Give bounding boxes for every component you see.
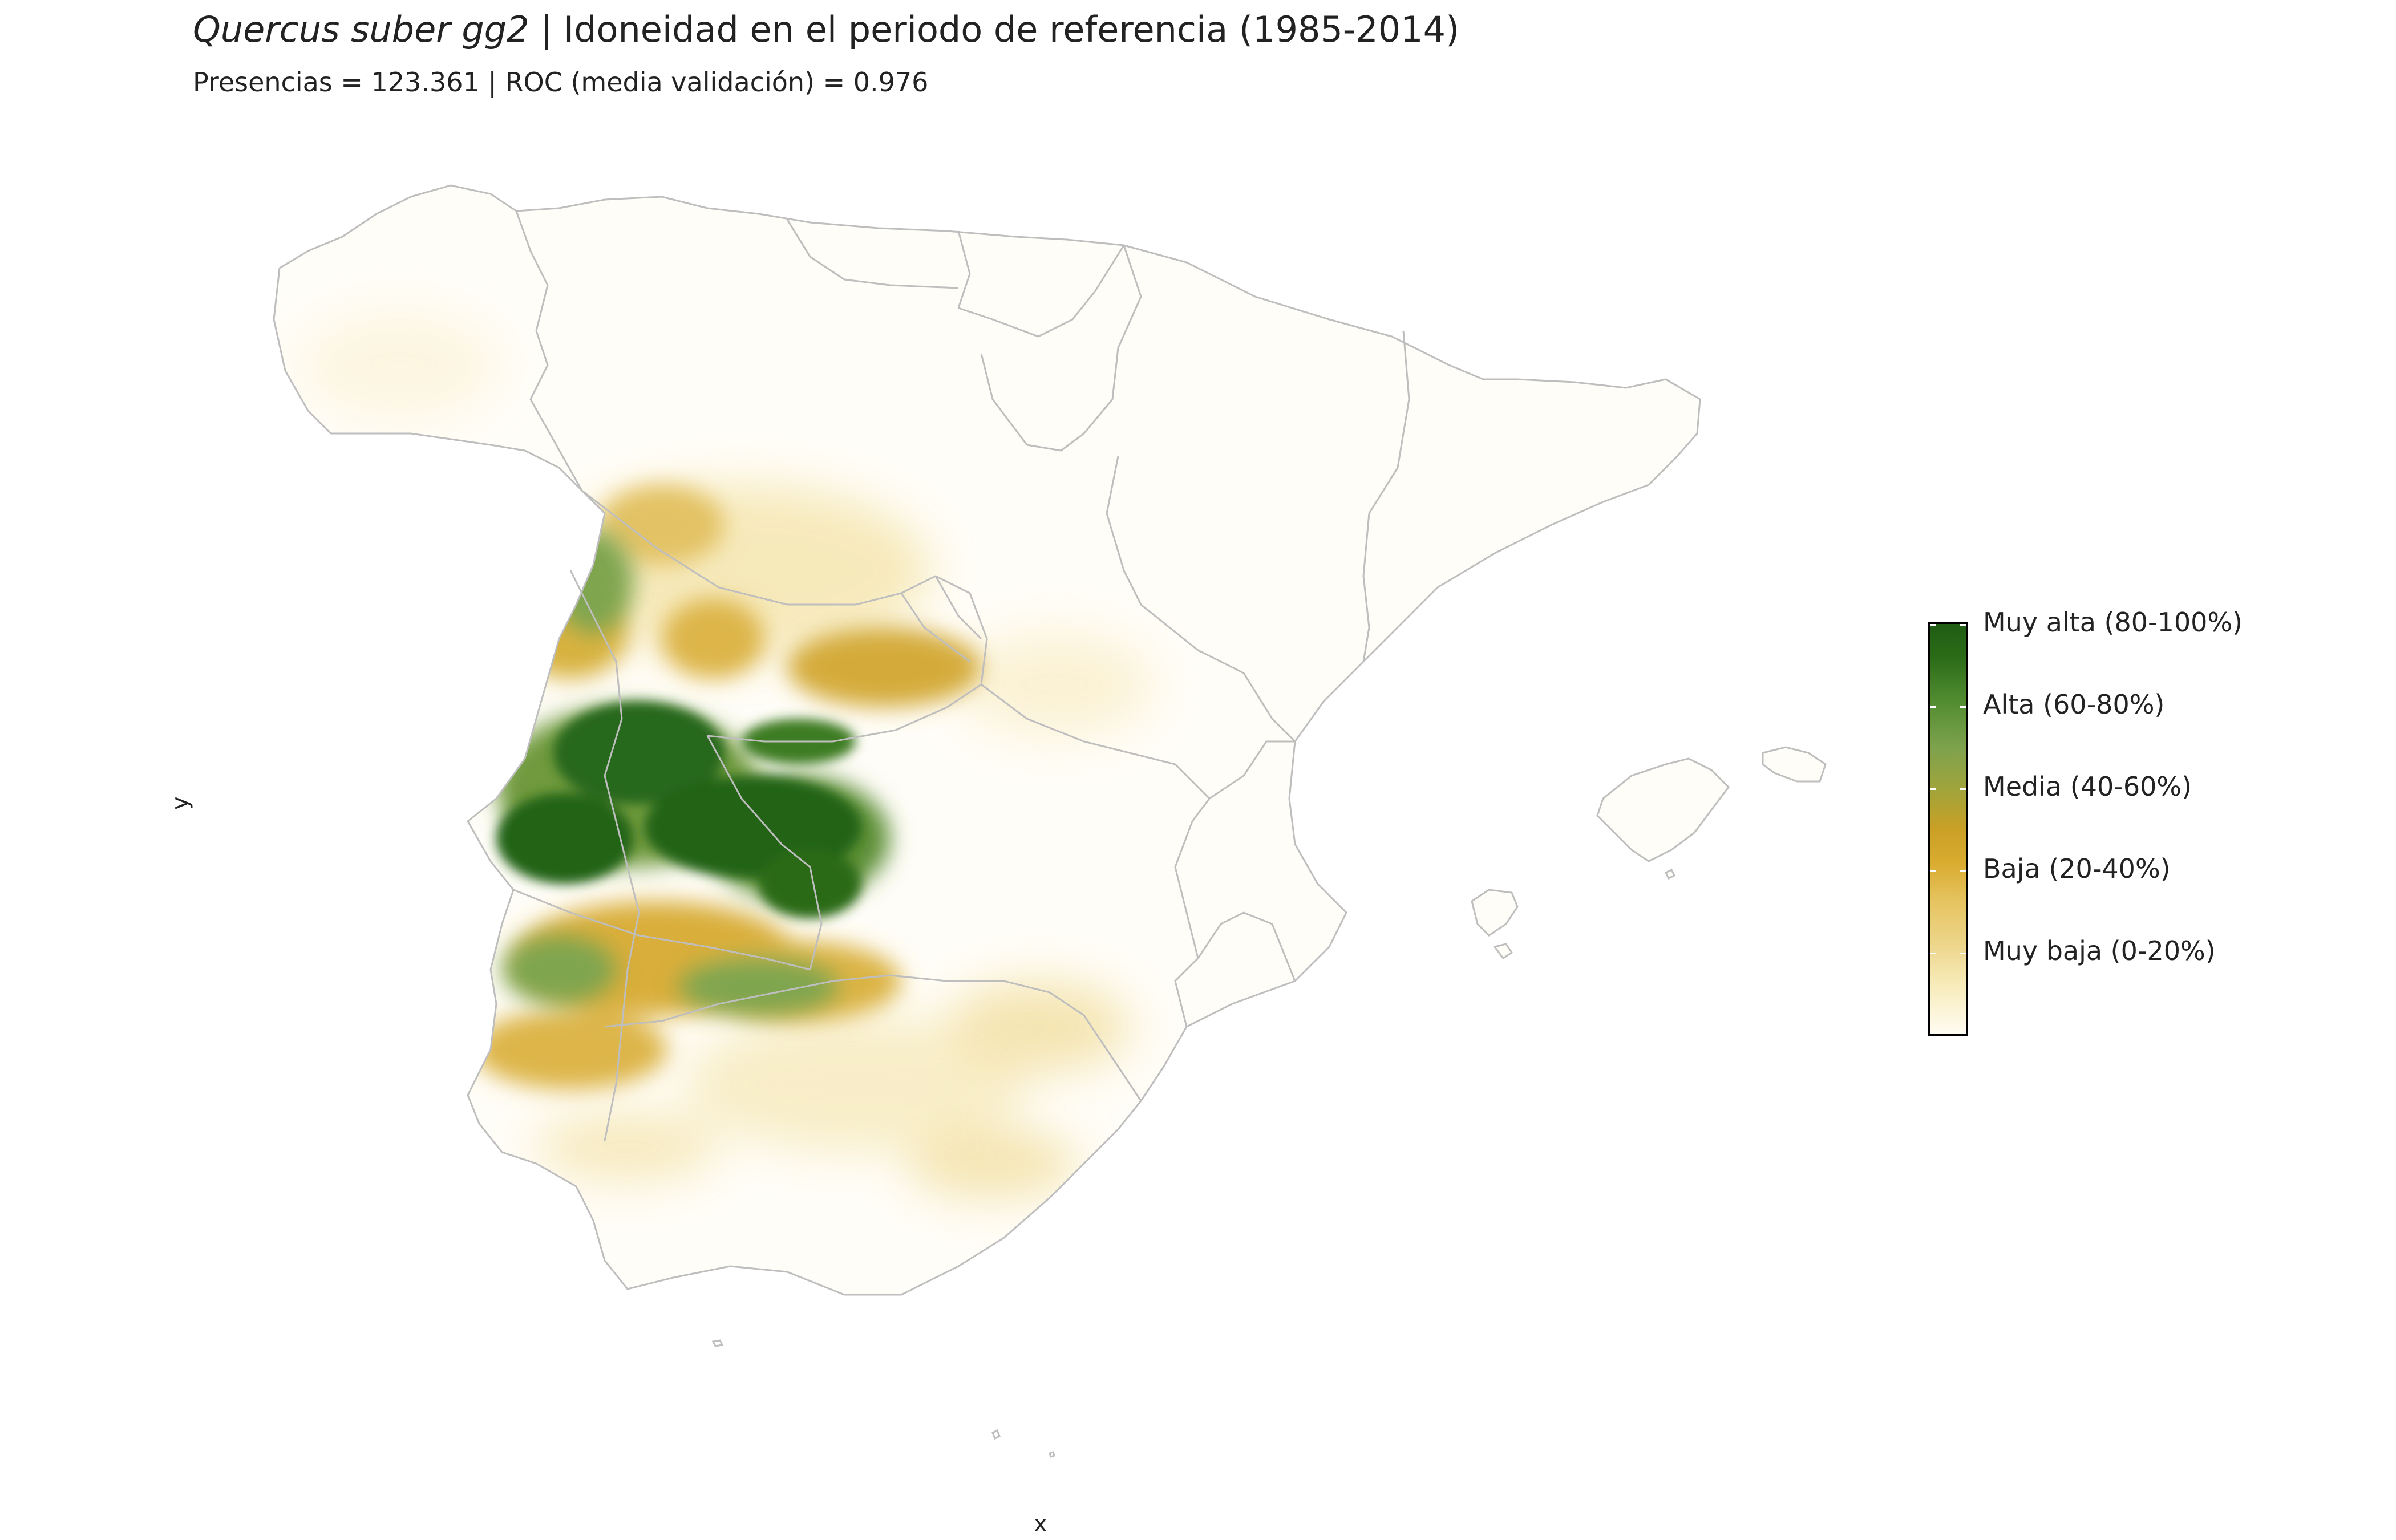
legend-tick-left xyxy=(1930,624,1936,626)
border-basque xyxy=(958,245,1125,338)
small-islets xyxy=(711,1339,1055,1458)
chafarinas-islet xyxy=(1049,1451,1055,1458)
legend-label-media: Media (40-60%) xyxy=(1983,771,2192,802)
regional-borders xyxy=(273,184,1701,1296)
map-title: Quercus suber gg2 | Idoneidad en el peri… xyxy=(193,6,1459,54)
zone-med-gredos xyxy=(787,627,981,707)
legend-label-muy-alta: Muy alta (80-100%) xyxy=(1983,607,2243,638)
zone-high-sierra xyxy=(679,958,839,1015)
legend-tick-right xyxy=(1960,706,1966,708)
border-portugal-spain xyxy=(569,570,640,1141)
legend-tick-left xyxy=(1930,870,1936,872)
mainland-shape xyxy=(274,185,1700,1295)
zone-med-huelva xyxy=(473,1010,667,1089)
tarifa-islet xyxy=(711,1339,724,1347)
legend-tick-left xyxy=(1930,953,1936,954)
zone-vhigh-monfrague xyxy=(759,850,861,918)
zone-low-andalucia xyxy=(685,1015,1027,1152)
map-subtitle: Presencias = 123.361 | ROC (media valida… xyxy=(193,67,929,98)
border-rioja xyxy=(980,353,1028,445)
border-castilla-la-mancha-east xyxy=(981,683,1211,800)
zone-vhigh-alentejo xyxy=(496,793,633,884)
title-separator: | xyxy=(529,9,564,50)
border-galicia-asturias xyxy=(515,210,583,491)
border-andalucia-north xyxy=(604,974,1142,1101)
legend-tick-right xyxy=(1960,788,1966,790)
border-extremadura-south xyxy=(513,889,811,971)
border-valencia xyxy=(1174,740,1295,959)
alboran-islet xyxy=(991,1429,1001,1440)
ibiza xyxy=(1471,889,1519,937)
border-navarra xyxy=(1026,245,1142,452)
legend-label-muy-baja: Muy baja (0-20%) xyxy=(1983,935,2216,966)
border-aragon-catalonia xyxy=(1362,330,1410,662)
legend-label-alta: Alta (60-80%) xyxy=(1983,689,2165,720)
legend-tick-left xyxy=(1930,706,1936,708)
legend-colorbar xyxy=(1928,622,1968,1036)
zone-low-galicia xyxy=(302,314,496,416)
zone-high-algarve xyxy=(502,935,616,1004)
zone-vhigh-extremadura-north xyxy=(553,702,725,804)
legend-tick-right xyxy=(1960,624,1966,626)
border-asturias-cantabria xyxy=(786,219,959,289)
legend-tick-right xyxy=(1960,953,1966,954)
zone-med-zamora xyxy=(662,599,764,679)
border-castilla-leon-south xyxy=(581,489,988,743)
menorca xyxy=(1762,746,1827,783)
border-murcia xyxy=(1174,911,1296,1027)
mallorca xyxy=(1596,757,1730,862)
border-madrid xyxy=(900,576,982,663)
balearic-islands xyxy=(1471,746,1827,960)
mainland-layer xyxy=(273,184,1701,1296)
suitability-raster xyxy=(302,314,1152,1198)
legend-tick-right xyxy=(1960,870,1966,872)
border-coastline xyxy=(273,184,1701,1296)
cabrera xyxy=(1664,868,1676,880)
zone-low-central xyxy=(958,633,1152,736)
y-axis-label: y xyxy=(167,796,193,810)
zone-med-leon xyxy=(599,485,725,565)
legend-label-baja: Baja (20-40%) xyxy=(1983,853,2171,884)
x-axis-label: x xyxy=(1034,1511,1047,1537)
zone-low-granada xyxy=(907,1129,1078,1198)
species-name: Quercus suber gg2 xyxy=(193,9,529,50)
border-extremadura-east xyxy=(706,735,823,970)
border-aragon-west xyxy=(1106,456,1296,743)
legend-tick-left xyxy=(1930,788,1936,790)
title-text: Idoneidad en el periodo de referencia (1… xyxy=(563,9,1460,50)
zone-low-cadiz xyxy=(536,1112,719,1181)
formentera xyxy=(1493,943,1513,960)
border-cantabria-basque xyxy=(957,230,971,309)
zone-low-jaen xyxy=(947,981,1130,1072)
